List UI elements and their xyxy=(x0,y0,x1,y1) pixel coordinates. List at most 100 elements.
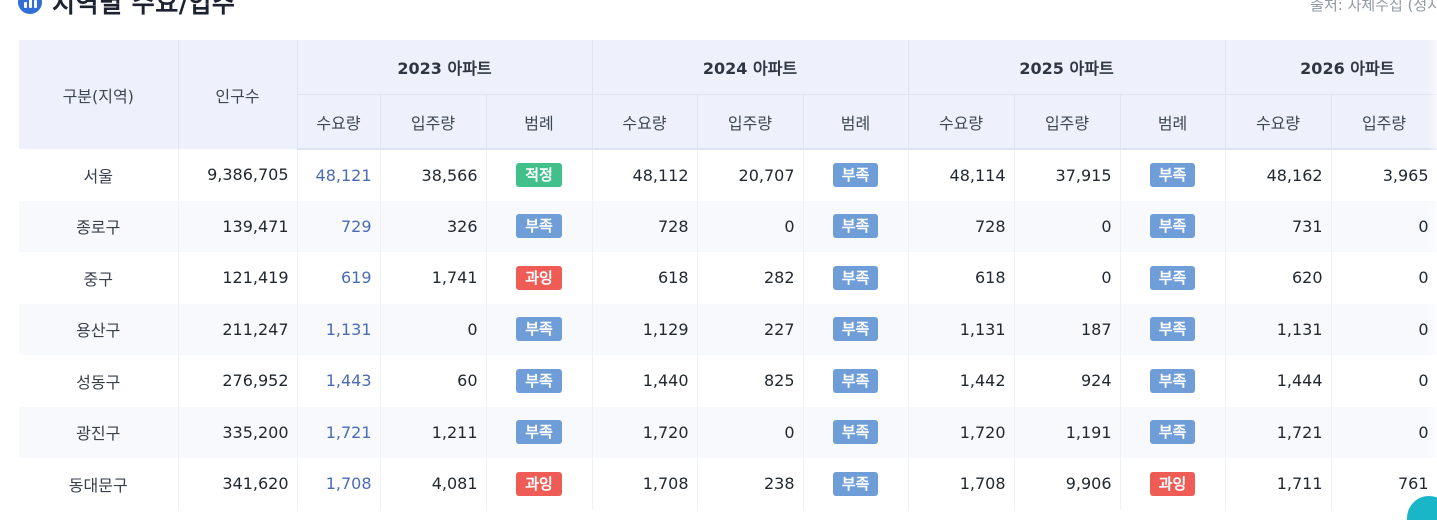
legend-2024-cell: 부족 xyxy=(802,458,909,510)
legend-2024-cell: 부족 xyxy=(802,149,909,201)
legend-2023-cell: 과잉 xyxy=(485,458,593,510)
supply-2024-cell: 0 xyxy=(696,406,804,458)
header-demand: 수요량 xyxy=(1224,94,1332,150)
supply-2024-cell: 227 xyxy=(696,303,804,355)
demand-2025-cell: 1,720 xyxy=(907,406,1015,458)
supply-2024-cell: 825 xyxy=(696,355,804,407)
table-row[interactable]: 서울 9,386,705 48,121 38,566 적정 48,112 20,707 부족 4… xyxy=(19,149,1437,201)
legend-2024-cell: 부족 xyxy=(802,303,909,355)
legend-2024-badge: 부족 xyxy=(832,317,879,342)
header-demand: 수요량 xyxy=(296,94,380,150)
header-year-2023: 2023 아파트 xyxy=(297,40,593,95)
demand-2025-cell: 48,114 xyxy=(907,149,1015,201)
demand-2023-cell: 1,131 xyxy=(296,303,380,355)
demand-2026-cell: 620 xyxy=(1224,252,1332,304)
demand-2023-cell: 1,721 xyxy=(296,406,380,458)
supply-2023-cell: 0 xyxy=(379,303,486,355)
demand-2023-cell: 48,121 xyxy=(296,149,380,201)
supply-demand-table: 구분(지역) 인구수 2023 아파트 2024 아파트 2025 아파트 20… xyxy=(19,40,1437,510)
header-supply: 입주량 xyxy=(696,94,804,150)
table-row[interactable]: 종로구 139,471 729 326 부족 728 0 부족 728 0 부족 731 0 xyxy=(19,200,1437,252)
header-supply: 입주량 xyxy=(1013,94,1121,150)
demand-2026-cell: 1,131 xyxy=(1224,303,1332,355)
table-row[interactable]: 성동구 276,952 1,443 60 부족 1,440 825 부족 1,442 924 부족 1… xyxy=(19,355,1437,407)
legend-2023-badge: 과잉 xyxy=(516,471,562,496)
supply-2023-cell: 326 xyxy=(379,200,486,252)
legend-2023-badge: 부족 xyxy=(516,420,562,445)
legend-2024-cell: 부족 xyxy=(802,252,909,304)
legend-2025-badge: 부족 xyxy=(1149,317,1196,342)
demand-2023-cell: 1,443 xyxy=(296,355,380,407)
legend-2025-cell: 부족 xyxy=(1119,406,1226,458)
supply-2025-cell: 9,906 xyxy=(1013,458,1121,510)
demand-2025-cell: 1,442 xyxy=(907,355,1015,407)
header-legend: 범례 xyxy=(802,94,909,150)
population-cell: 211,247 xyxy=(177,303,297,355)
scroll-fade xyxy=(1429,40,1437,520)
header-legend: 범례 xyxy=(1119,94,1226,150)
region-cell: 동대문구 xyxy=(68,475,128,495)
legend-2023-cell: 적정 xyxy=(485,149,593,201)
population-cell: 335,200 xyxy=(177,406,297,458)
demand-2023-cell: 1,708 xyxy=(296,458,380,510)
table-body: 서울 9,386,705 48,121 38,566 적정 48,112 20,707 부족 4… xyxy=(19,149,1437,510)
legend-2025-badge: 부족 xyxy=(1149,163,1196,188)
table-row[interactable]: 중구 121,419 619 1,741 과잉 618 282 부족 618 0 부족 620 0 xyxy=(19,252,1437,304)
table-row[interactable]: 광진구 335,200 1,721 1,211 부족 1,720 0 부족 1,720 1,191… xyxy=(19,406,1437,458)
header-supply: 입주량 xyxy=(379,94,486,150)
legend-2025-cell: 과잉 xyxy=(1119,458,1226,510)
legend-2023-cell: 부족 xyxy=(485,355,593,407)
demand-2024-cell: 1,440 xyxy=(591,355,698,407)
legend-2025-badge: 부족 xyxy=(1149,420,1196,445)
supply-2026-cell: 0 xyxy=(1330,252,1437,304)
supply-2024-cell: 20,707 xyxy=(696,149,804,201)
demand-2025-cell: 618 xyxy=(907,252,1015,304)
legend-2025-cell: 부족 xyxy=(1119,252,1226,304)
header-legend: 범례 xyxy=(485,94,593,150)
supply-2025-cell: 37,915 xyxy=(1013,149,1121,201)
supply-2023-cell: 1,741 xyxy=(379,252,486,304)
region-cell: 중구 xyxy=(83,269,113,289)
supply-2026-cell: 0 xyxy=(1330,303,1437,355)
header-demand: 수요량 xyxy=(591,94,698,150)
legend-2025-badge: 과잉 xyxy=(1149,471,1196,496)
table-row[interactable]: 용산구 211,247 1,131 0 부족 1,129 227 부족 1,131 187 부족 1,… xyxy=(19,303,1437,355)
legend-2023-badge: 부족 xyxy=(516,317,562,342)
title-row: 지역별 수요/입주 xyxy=(18,0,235,22)
region-cell: 용산구 xyxy=(19,303,178,355)
population-cell: 276,952 xyxy=(177,355,297,407)
demand-2026-cell: 731 xyxy=(1224,200,1332,252)
legend-2025-cell: 부족 xyxy=(1119,303,1226,355)
header-demand: 수요량 xyxy=(907,94,1015,150)
supply-2023-cell: 1,211 xyxy=(379,406,486,458)
demand-2024-cell: 48,112 xyxy=(591,149,698,201)
legend-2024-badge: 부족 xyxy=(832,471,879,496)
demand-2024-cell: 618 xyxy=(591,252,698,304)
demand-2026-cell: 1,711 xyxy=(1224,458,1332,510)
demand-2024-cell: 1,720 xyxy=(591,406,698,458)
bar-chart-icon xyxy=(18,0,42,14)
demand-2025-cell: 1,131 xyxy=(907,303,1015,355)
population-cell: 341,620 xyxy=(177,458,297,510)
header-year-2026: 2026 아파트 xyxy=(1224,40,1437,95)
legend-2023-badge: 적정 xyxy=(516,163,562,188)
supply-2026-cell: 0 xyxy=(1330,355,1437,407)
header-year-2024: 2024 아파트 xyxy=(591,40,909,95)
supply-2026-cell: 3,965 xyxy=(1330,149,1437,201)
legend-2023-badge: 부족 xyxy=(516,214,562,239)
legend-2024-cell: 부족 xyxy=(802,355,909,407)
supply-2025-cell: 0 xyxy=(1013,252,1121,304)
population-cell: 139,471 xyxy=(177,200,297,252)
legend-2024-cell: 부족 xyxy=(802,406,909,458)
legend-2025-badge: 부족 xyxy=(1149,368,1196,393)
legend-2024-cell: 부족 xyxy=(802,200,909,252)
table-row[interactable]: 동대문구 341,620 1,708 4,081 과잉 1,708 238 부족 1,708 9,… xyxy=(19,458,1437,510)
supply-2023-cell: 38,566 xyxy=(379,149,486,201)
population-cell: 121,419 xyxy=(177,252,297,304)
legend-2025-cell: 부족 xyxy=(1119,200,1226,252)
region-cell: 종로구 xyxy=(19,200,178,252)
supply-2025-cell: 187 xyxy=(1013,303,1121,355)
header-supply: 입주량 xyxy=(1330,94,1437,150)
supply-2024-cell: 282 xyxy=(696,252,804,304)
